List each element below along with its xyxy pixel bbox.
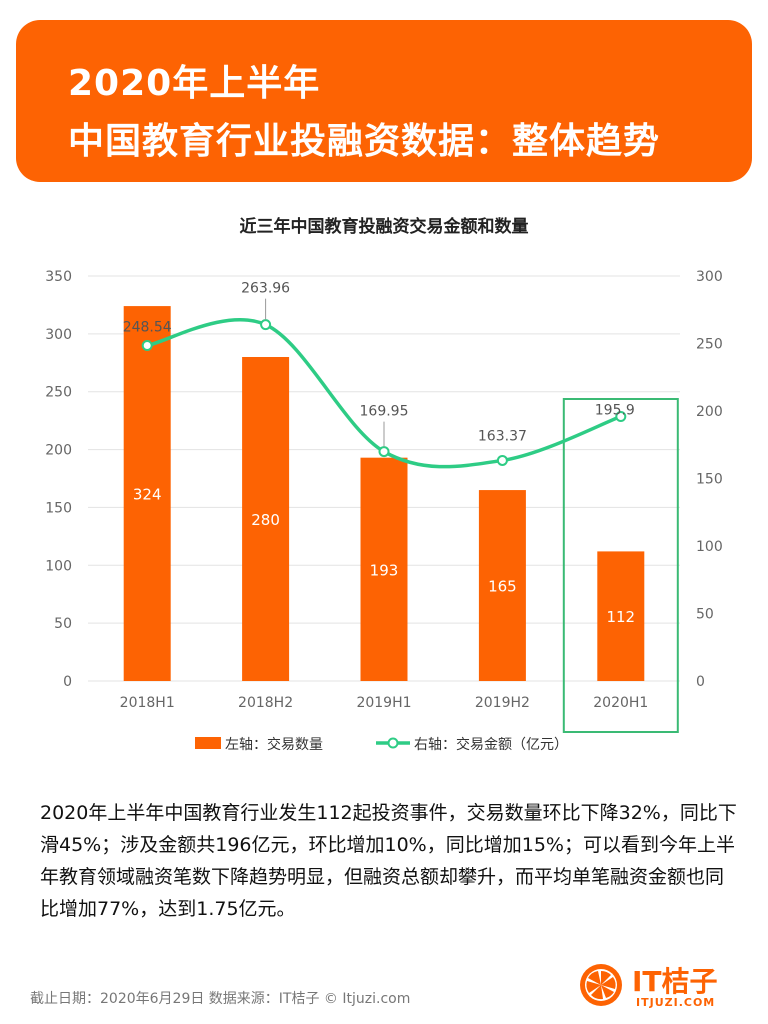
line-point xyxy=(141,339,153,351)
y-left-tick-label: 300 xyxy=(45,327,72,343)
y-left-tick-label: 0 xyxy=(63,674,72,690)
description-text: 2020年上半年中国教育行业发生112起投资事件，交易数量环比下降32%，同比下… xyxy=(40,802,737,920)
title-banner: 2020年上半年 中国教育行业投融资数据：整体趋势 xyxy=(16,20,752,182)
line-point xyxy=(615,411,627,423)
legend-label-bar: 左轴：交易数量 xyxy=(225,736,323,753)
bar xyxy=(123,306,171,681)
y-left-tick-label: 50 xyxy=(54,616,72,632)
bar-value-label: 165 xyxy=(488,578,517,596)
bar xyxy=(478,490,526,681)
x-tick-label: 2019H2 xyxy=(475,695,530,711)
page-title-line1: 2020年上半年 xyxy=(68,63,321,104)
combo-chart: 近三年中国教育投融资交易金额和数量 0 50 100 150 200 250 300 350 0 5… xyxy=(45,216,723,753)
bar xyxy=(597,551,645,681)
line-value-label: 169.95 xyxy=(360,404,409,420)
x-tick-label: 2019H1 xyxy=(356,695,411,711)
x-tick-label: 2018H1 xyxy=(120,695,175,711)
legend-swatch-bar xyxy=(195,737,221,749)
legend-swatch-point xyxy=(387,737,399,749)
y-left-tick-label: 250 xyxy=(45,385,72,401)
y-right-tick-label: 300 xyxy=(696,269,723,285)
bar xyxy=(360,457,408,681)
y-left-tick-label: 350 xyxy=(45,269,72,285)
logo: IT桔子 ITJUZI.COM xyxy=(578,960,728,1016)
y-right-tick-label: 0 xyxy=(696,674,705,690)
bar-value-label: 112 xyxy=(606,608,635,626)
page-title-line2: 中国教育行业投融资数据：整体趋势 xyxy=(68,121,661,162)
legend-label-line: 右轴：交易金额（亿元） xyxy=(414,736,568,753)
line-value-label: 248.54 xyxy=(123,319,172,335)
x-tick-label: 2018H2 xyxy=(238,695,293,711)
y-right-tick-label: 250 xyxy=(696,337,723,353)
line-point xyxy=(496,454,508,466)
line-point xyxy=(378,446,390,458)
y-left-tick-label: 100 xyxy=(45,558,72,574)
bar-value-label: 324 xyxy=(133,486,162,504)
bar xyxy=(242,357,290,681)
line-value-label: 163.37 xyxy=(478,428,527,444)
line-value-label: 195.9 xyxy=(595,403,635,419)
y-right-tick-label: 100 xyxy=(696,539,723,555)
chart-title: 近三年中国教育投融资交易金额和数量 xyxy=(240,216,529,237)
bar-value-label: 193 xyxy=(370,561,399,579)
orange-slice-icon xyxy=(580,964,622,1006)
bar-value-label: 280 xyxy=(251,511,280,529)
x-tick-label: 2020H1 xyxy=(593,695,648,711)
footer-source: 截止日期：2020年6月29日 数据来源：IT桔子 © Itjuzi.com xyxy=(30,991,411,1007)
y-left-tick-label: 200 xyxy=(45,443,72,459)
y-right-tick-label: 150 xyxy=(696,472,723,488)
line-point xyxy=(260,319,272,331)
y-left-tick-label: 150 xyxy=(45,500,72,516)
highlight-box xyxy=(562,398,679,733)
y-right-tick-label: 200 xyxy=(696,404,723,420)
logo-name: IT桔子 xyxy=(632,965,718,998)
y-right-tick-label: 50 xyxy=(696,607,714,623)
logo-sub: ITJUZI.COM xyxy=(636,996,716,1009)
line-value-label: 263.96 xyxy=(241,281,290,297)
